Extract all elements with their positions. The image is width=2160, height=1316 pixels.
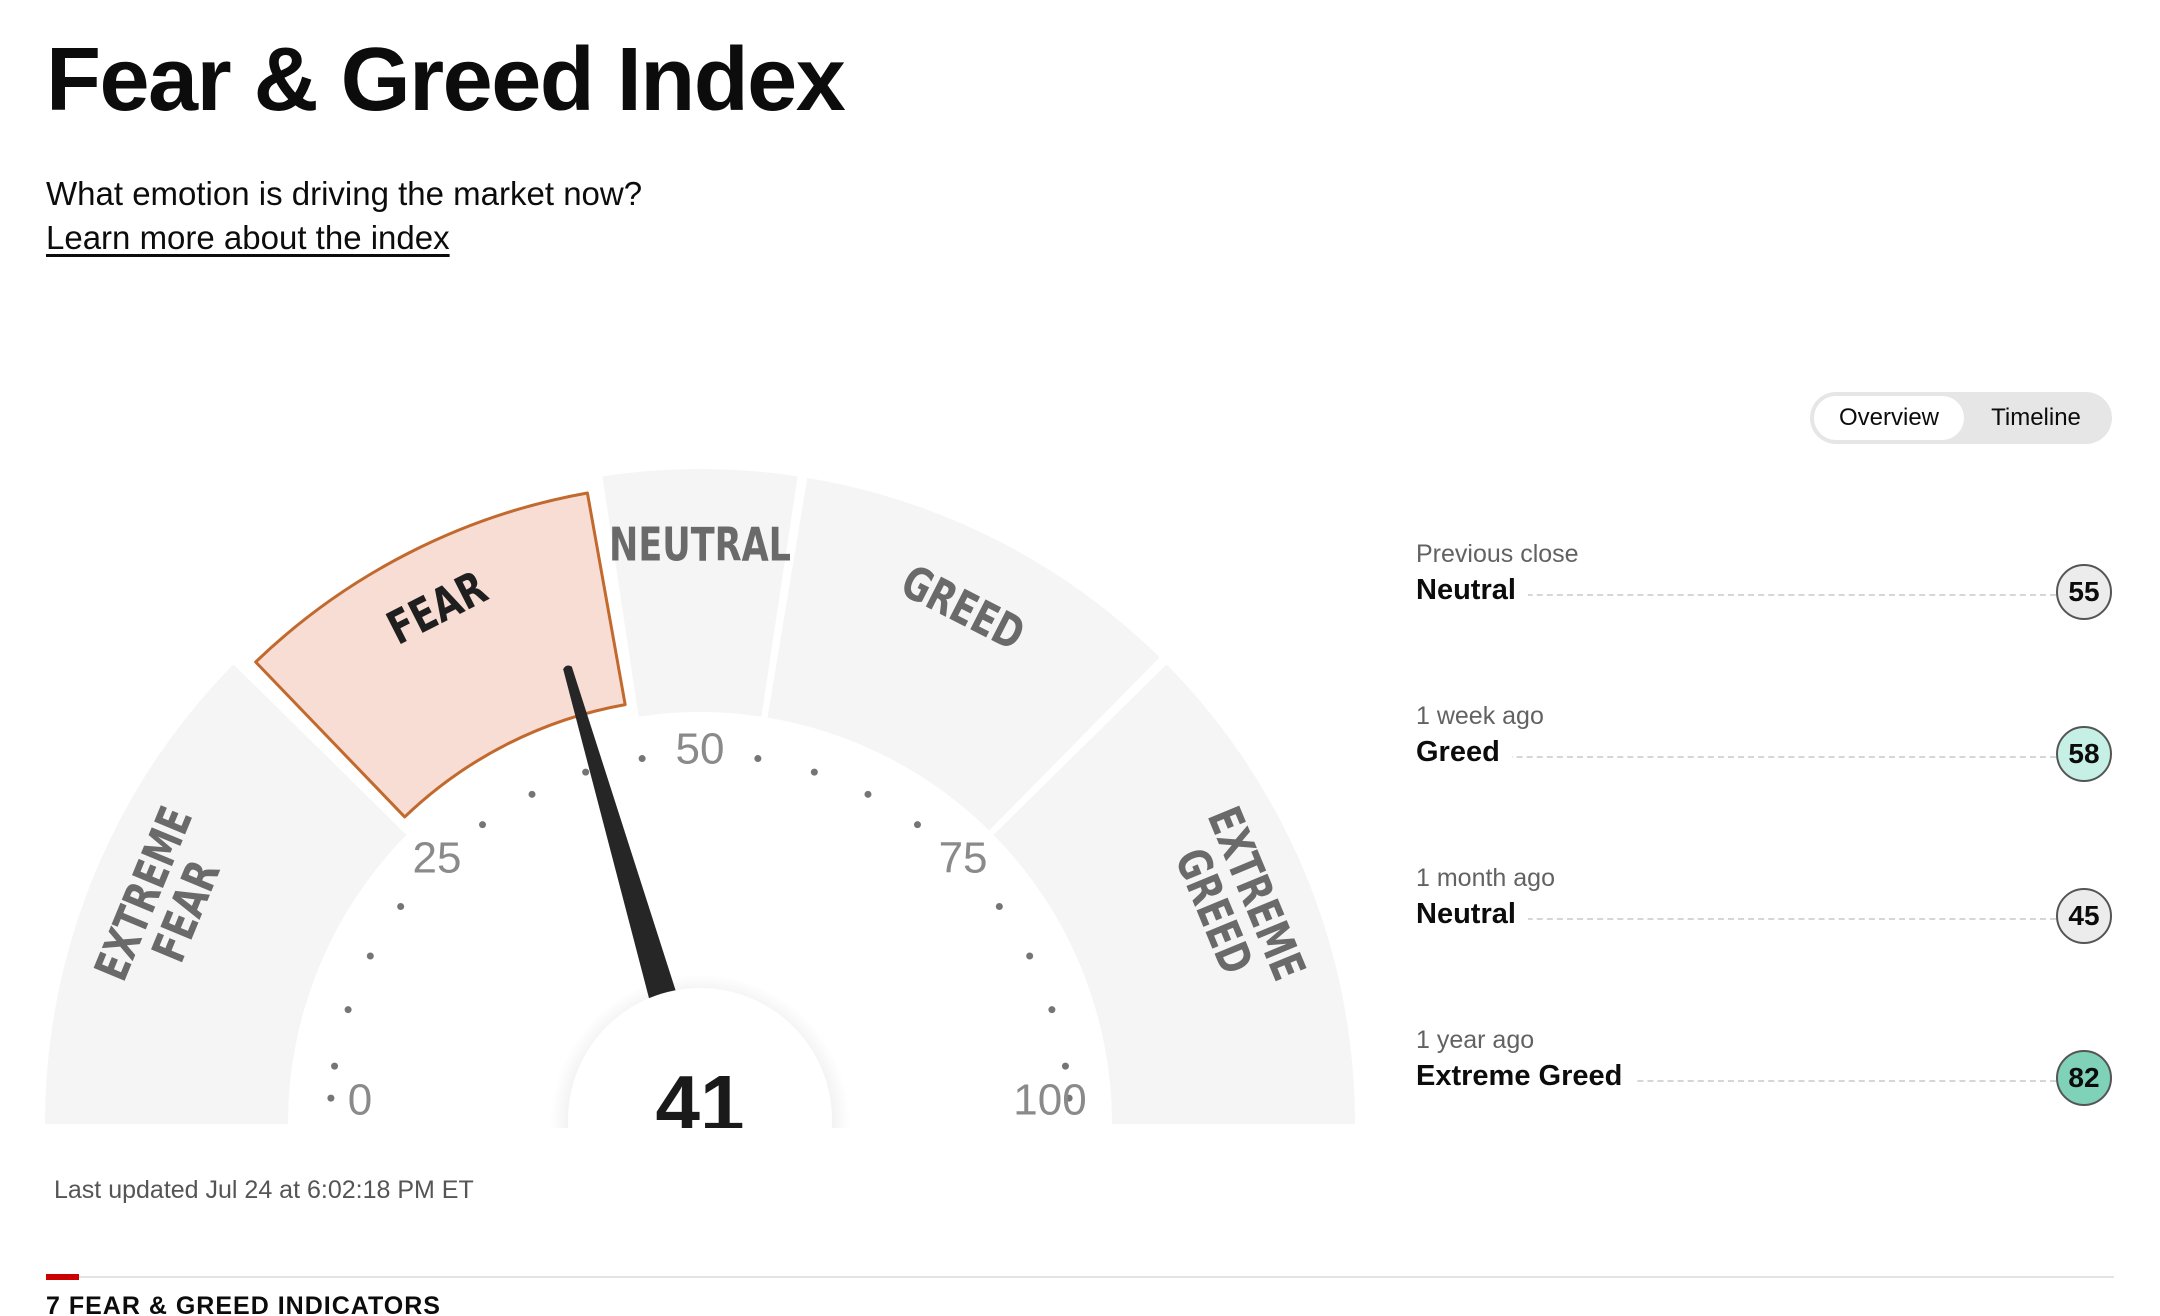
- tab-overview[interactable]: Overview: [1814, 396, 1964, 440]
- tick-dot: [913, 821, 921, 829]
- scale-label: 75: [939, 834, 988, 883]
- gauge-inner: [290, 714, 1110, 1124]
- tick-dot: [638, 755, 646, 763]
- view-toggle: Overview Timeline: [1810, 392, 2112, 444]
- tick-dot: [1026, 952, 1034, 960]
- tick-dot: [344, 1006, 352, 1014]
- tick-dot: [1065, 1094, 1073, 1102]
- tick-dot: [1061, 1062, 1069, 1070]
- scale-label: 0: [348, 1076, 372, 1125]
- tick-dot: [397, 903, 405, 911]
- dotted-leader: [1416, 594, 2056, 596]
- segment-extreme-greed: [993, 664, 1355, 1124]
- segment-extreme-fear: [45, 664, 407, 1124]
- segment-neutral: [602, 468, 798, 717]
- gauge-needle: [563, 665, 678, 1004]
- scale-label: 50: [676, 725, 725, 774]
- tick-dot: [864, 790, 872, 798]
- score-badge: 82: [2056, 1050, 2112, 1106]
- fear-greed-gauge: EXTREMEFEARFEARNEUTRALGREEDEXTREMEGREED0…: [0, 468, 1400, 1200]
- score-badge: 45: [2056, 888, 2112, 944]
- score-badge: 58: [2056, 726, 2112, 782]
- tick-dot: [810, 768, 818, 776]
- section-accent-bar: [46, 1274, 79, 1280]
- history-label: 1 month ago: [1416, 864, 1555, 892]
- scale-label: 25: [412, 834, 461, 883]
- tick-dot: [327, 1094, 335, 1102]
- tick-dot: [528, 790, 536, 798]
- tick-dot: [582, 768, 590, 776]
- tick-dot: [754, 755, 762, 763]
- history-value: Neutral: [1416, 574, 1528, 607]
- history-label: Previous close: [1416, 540, 1579, 568]
- dotted-leader: [1416, 918, 2056, 920]
- dotted-leader: [1416, 1080, 2056, 1082]
- tick-dot: [479, 821, 487, 829]
- history-item-1-year-ago: 1 year ago Extreme Greed 82: [1416, 1026, 2116, 1146]
- segment-label: NEUTRAL: [609, 518, 791, 572]
- history-label: 1 year ago: [1416, 1026, 1535, 1054]
- dotted-leader: [1416, 756, 2056, 758]
- section-divider: [46, 1276, 2114, 1278]
- tick-dot: [331, 1062, 339, 1070]
- history-item-previous-close: Previous close Neutral 55: [1416, 540, 2116, 660]
- page-title: Fear & Greed Index: [46, 30, 846, 130]
- tab-timeline[interactable]: Timeline: [1991, 404, 2081, 431]
- segment-fear: [254, 491, 627, 819]
- indicators-heading: 7 FEAR & GREED INDICATORS: [46, 1296, 441, 1316]
- tick-dot: [1048, 1006, 1056, 1014]
- history-value: Extreme Greed: [1416, 1060, 1635, 1093]
- history-label: 1 week ago: [1416, 702, 1544, 730]
- history-item-1-month-ago: 1 month ago Neutral 45: [1416, 864, 2116, 984]
- segment-greed: [767, 477, 1160, 831]
- scale-label: 100: [1013, 1076, 1086, 1125]
- history-value: Neutral: [1416, 898, 1528, 931]
- history-item-1-week-ago: 1 week ago Greed 58: [1416, 702, 2116, 822]
- last-updated: Last updated Jul 24 at 6:02:18 PM ET: [54, 1176, 474, 1204]
- tick-dot: [366, 952, 374, 960]
- gauge-baseline-mask: [0, 1128, 1400, 1200]
- tick-dot: [995, 903, 1003, 911]
- history-value: Greed: [1416, 736, 1512, 769]
- learn-more-link[interactable]: Learn more about the index: [46, 219, 450, 256]
- page-subtitle: What emotion is driving the market now?: [46, 175, 643, 212]
- score-badge: 55: [2056, 564, 2112, 620]
